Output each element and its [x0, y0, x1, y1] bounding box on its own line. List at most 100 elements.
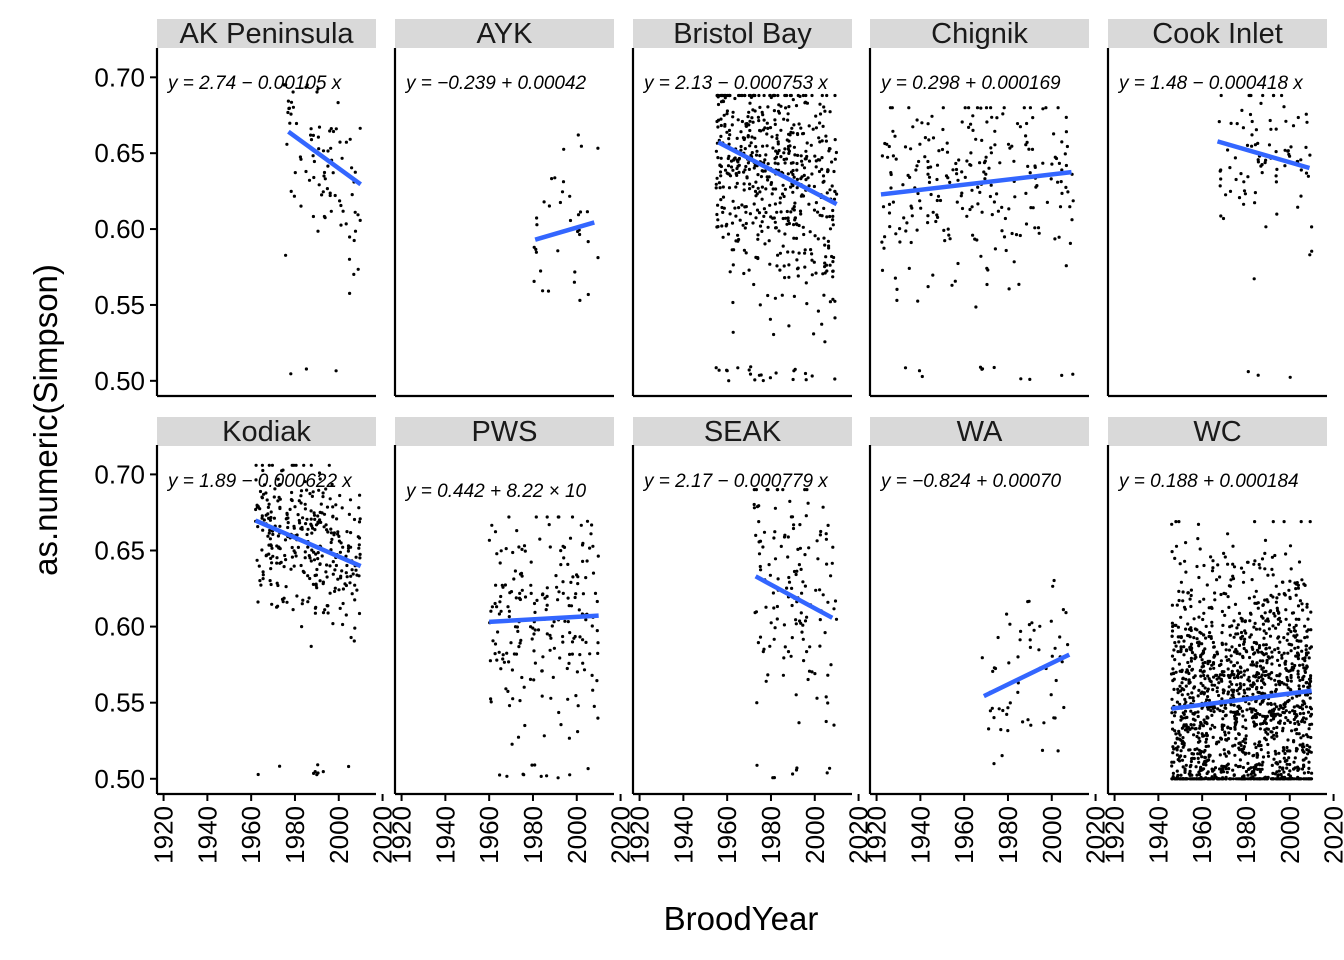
data-point [1235, 651, 1239, 656]
data-point [1181, 765, 1185, 769]
data-point [1204, 624, 1208, 629]
data-point [1252, 724, 1257, 728]
data-point [351, 572, 355, 576]
data-point [767, 175, 771, 179]
data-point [1171, 667, 1175, 671]
data-point [267, 463, 271, 467]
data-point [1196, 752, 1200, 756]
data-point [775, 604, 780, 609]
data-point [1253, 143, 1257, 147]
data-point [993, 129, 997, 133]
data-point [815, 539, 819, 543]
data-point [988, 709, 993, 713]
data-point [1215, 650, 1219, 654]
data-point [903, 366, 908, 370]
data-point [764, 605, 768, 609]
data-point [895, 298, 899, 302]
data-point [1247, 751, 1251, 755]
data-point [761, 144, 765, 148]
data-point [764, 210, 768, 215]
data-point [768, 573, 773, 577]
data-point [312, 550, 316, 554]
data-point [769, 621, 773, 625]
data-point [493, 652, 497, 656]
data-point [1202, 597, 1206, 601]
data-point [957, 158, 961, 162]
data-point [1206, 659, 1210, 663]
data-point [802, 659, 806, 663]
data-point [1288, 579, 1292, 583]
data-point [746, 115, 750, 119]
data-point [314, 552, 318, 556]
data-point [756, 641, 761, 645]
data-point [790, 586, 794, 591]
data-point [1233, 727, 1237, 731]
data-point [358, 517, 362, 521]
data-point [814, 165, 818, 169]
data-point [1300, 703, 1305, 707]
data-point [792, 294, 797, 298]
data-point [803, 371, 808, 376]
data-point [1210, 683, 1214, 687]
data-point [1187, 671, 1191, 676]
data-point [1242, 646, 1246, 651]
data-point [738, 218, 742, 222]
data-point [355, 588, 359, 592]
data-point [1203, 677, 1207, 681]
data-point [1206, 716, 1210, 720]
data-point [510, 668, 514, 672]
data-point [1065, 144, 1069, 149]
data-point [1237, 687, 1241, 691]
data-point [318, 477, 322, 481]
data-point [259, 583, 263, 587]
data-point [734, 214, 738, 218]
data-point [489, 697, 493, 701]
data-point [327, 463, 331, 467]
data-point [714, 366, 718, 370]
data-point [736, 366, 740, 370]
data-point [791, 526, 796, 531]
data-point [791, 772, 795, 776]
data-point [766, 673, 770, 677]
data-point [1239, 637, 1243, 641]
data-point [1006, 706, 1010, 710]
data-point [558, 656, 562, 660]
regression-line [754, 574, 834, 620]
data-point [1296, 669, 1300, 673]
data-point [586, 292, 590, 297]
data-point [795, 569, 799, 573]
facet-strip-label: AYK [477, 18, 534, 50]
data-point [820, 139, 824, 143]
data-point [782, 151, 786, 155]
data-point [534, 250, 539, 254]
data-point [278, 524, 282, 528]
data-point [1171, 745, 1175, 749]
data-point [757, 119, 761, 123]
data-point [927, 180, 932, 184]
data-point [716, 203, 720, 207]
data-point [1170, 654, 1175, 658]
data-point [823, 261, 827, 265]
data-point [1218, 767, 1222, 771]
data-point [1237, 732, 1241, 737]
data-point [832, 723, 836, 727]
data-point [1260, 650, 1264, 654]
data-point [1217, 693, 1221, 698]
data-point [1257, 562, 1261, 567]
x-tick-label: 2020 [844, 806, 874, 864]
data-point [584, 640, 588, 645]
data-point [728, 93, 732, 98]
data-point [1289, 688, 1293, 692]
data-point [350, 166, 354, 170]
data-point [1269, 701, 1273, 706]
data-point [307, 178, 312, 182]
data-point [1264, 225, 1268, 229]
data-point [566, 596, 570, 600]
data-point [833, 599, 838, 603]
data-point [350, 568, 354, 572]
data-point [495, 605, 499, 609]
data-point [766, 105, 770, 109]
data-point [1204, 760, 1208, 764]
data-point [595, 599, 599, 604]
data-point [487, 538, 491, 542]
